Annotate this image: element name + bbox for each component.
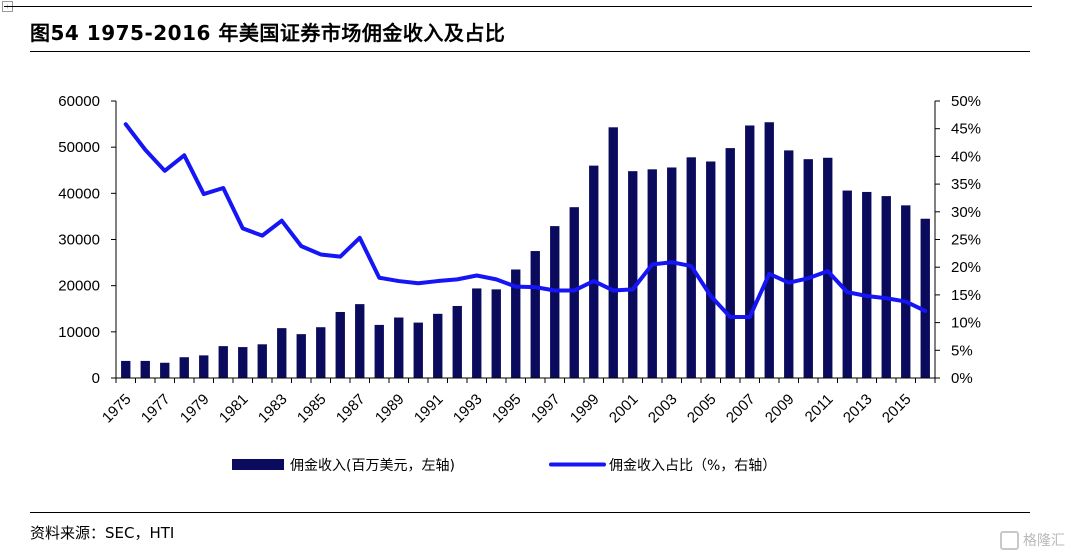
bar-1976 [140,360,150,378]
bar-1991 [433,313,443,378]
right-tick-label: 35% [951,176,981,193]
bar-2001 [628,171,638,378]
bar-1990 [413,322,423,378]
left-tick-label: 60000 [58,93,100,110]
x-tick-label: 2003 [645,391,681,427]
bar-2012 [842,190,852,378]
share-line [123,122,928,320]
bar-1980 [218,346,228,378]
right-tick-label: 15% [951,287,981,304]
right-tick-label: 5% [951,342,973,359]
line-series-layer [123,122,928,320]
bar-1983 [277,328,287,378]
footer-divider [30,512,1030,513]
x-tick-label: 2009 [762,391,798,427]
bar-1993 [472,288,482,378]
watermark-text: 格隆汇 [1023,533,1065,549]
legend-bar-swatch [232,459,284,470]
bar-2002 [647,169,657,378]
bar-1978 [179,357,189,378]
bar-1995 [511,269,521,378]
right-tick-label: 30% [951,204,981,221]
bar-1982 [257,344,267,378]
x-tick-label: 1999 [567,391,603,427]
x-tick-label: 2005 [684,391,720,427]
x-tick-label: 2007 [723,391,759,427]
x-tick-label: 1997 [528,391,564,427]
bar-1977 [160,362,170,378]
x-tick-label: 2011 [802,391,837,426]
bar-2013 [862,191,872,378]
bar-2006 [725,148,735,378]
legend-line-label: 佣金收入占比（%，右轴） [609,458,776,474]
top-border-line [4,6,1032,7]
x-tick-label: 1987 [333,391,369,427]
right-tick-label: 25% [951,232,981,249]
watermark: 格隆汇 [1000,530,1065,550]
right-tick-label: 10% [951,315,981,332]
bar-1985 [316,327,326,378]
bar-1989 [394,317,404,378]
x-tick-label: 1995 [489,391,525,427]
x-tick-label: 2015 [879,391,915,427]
left-tick-label: 20000 [58,278,100,295]
x-tick-label: 1977 [138,391,174,427]
watermark-logo-icon [1000,530,1019,550]
bar-2008 [764,122,774,379]
bar-series [121,122,930,379]
left-tick-label: 30000 [58,232,100,249]
bar-1986 [335,311,345,378]
bar-1998 [569,207,579,378]
x-tick-label: 1975 [99,391,135,427]
legend: 佣金收入(百万美元，左轴) 佣金收入占比（%，右轴） [232,458,776,474]
bar-1988 [374,324,384,378]
bar-1979 [199,355,209,378]
left-tick-label: 0 [92,370,100,387]
right-tick-label: 0% [951,370,973,387]
title-divider [30,51,1030,52]
left-tick-label: 50000 [58,139,100,156]
x-tick-label: 1985 [294,391,330,427]
right-tick-label: 20% [951,259,981,276]
bar-2011 [823,157,833,378]
bar-1997 [550,226,560,378]
bar-2003 [667,167,677,378]
bar-1996 [530,251,540,378]
right-tick-label: 45% [951,121,981,138]
bar-1999 [589,165,599,378]
x-tick-label: 1981 [216,391,252,427]
bar-1987 [355,304,365,378]
x-tick-label: 1989 [372,391,408,427]
bar-2010 [803,159,813,378]
right-tick-label: 50% [951,93,981,110]
bar-2016 [920,218,930,378]
x-tick-label: 1991 [411,391,447,427]
bar-1984 [296,334,306,378]
left-tick-label: 40000 [58,185,100,202]
x-tick-label: 1983 [255,391,291,427]
legend-bar-label: 佣金收入(百万美元，左轴) [290,458,455,474]
bar-1981 [238,347,248,378]
bar-1975 [121,360,131,378]
x-tick-label: 1979 [177,391,213,427]
bar-2000 [608,127,618,378]
x-tick-label: 2013 [840,391,876,427]
bar-2015 [901,205,911,378]
chart: 0 10000 20000 30000 40000 50000 60000 0% 5% 10% 15… [58,93,981,474]
left-tick-label: 10000 [58,324,100,341]
x-tick-label: 1993 [450,391,486,427]
bar-2005 [706,161,716,378]
bar-1994 [491,289,501,378]
source-note: 资料来源：SEC，HTI [30,524,175,542]
right-tick-label: 40% [951,148,981,165]
chart-title: 图54 1975-2016 年美国证券市场佣金收入及占比 [30,21,506,45]
bar-2014 [881,196,891,378]
bar-2007 [745,125,755,378]
bar-2009 [784,150,794,378]
bar-1992 [452,305,462,378]
x-tick-label: 2001 [606,391,642,427]
